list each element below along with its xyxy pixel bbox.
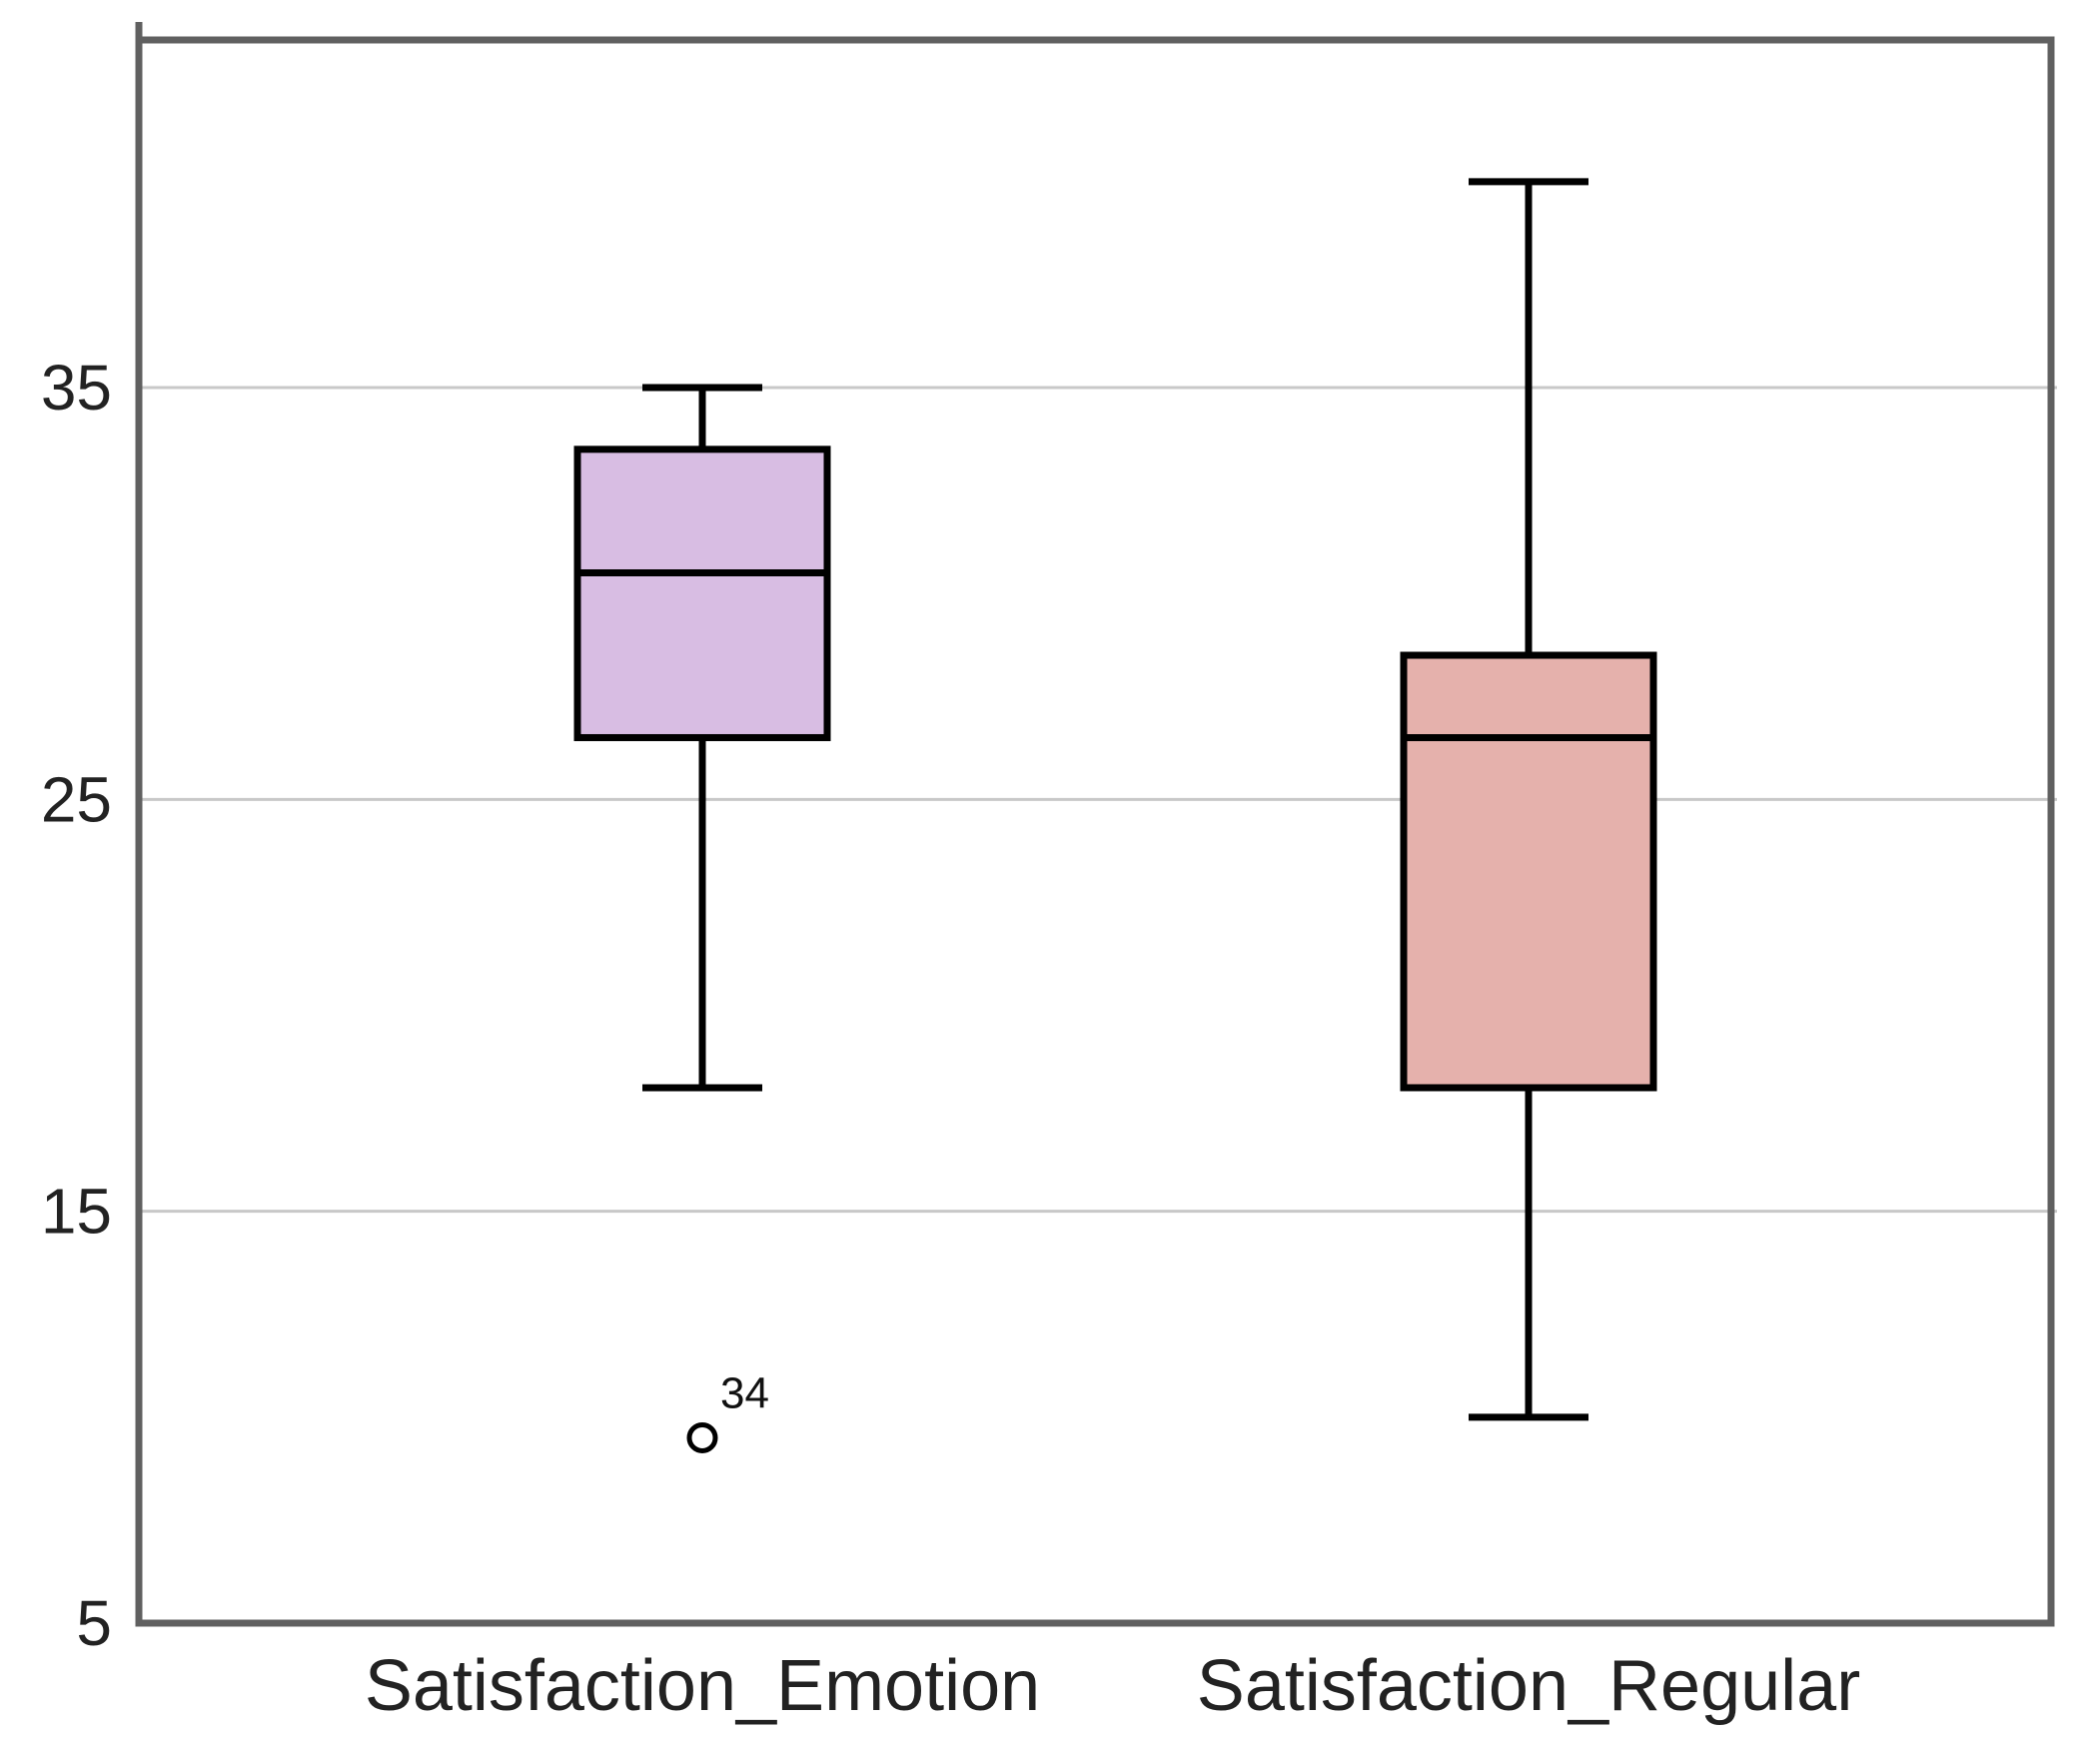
grid-lines (139, 386, 2057, 1214)
plot-frame (135, 36, 2055, 1627)
x-axis-categories: Satisfaction_Emotion Satisfaction_Regular (365, 1646, 1860, 1726)
y-axis-ticks: 5 15 25 35 (41, 352, 112, 1659)
outlier-label: 34 (720, 1368, 769, 1417)
y-tick-label: 15 (41, 1176, 112, 1248)
boxes: 34 (573, 178, 1657, 1453)
y-tick-label: 35 (41, 352, 112, 424)
x-category-label: Satisfaction_Emotion (365, 1646, 1040, 1726)
box-satisfaction-regular (1400, 178, 1657, 1421)
x-category-label: Satisfaction_Regular (1197, 1646, 1860, 1726)
y-tick-label: 5 (76, 1587, 112, 1659)
iqr-box (573, 445, 831, 741)
box-satisfaction-emotion: 34 (573, 384, 831, 1453)
iqr-box (1400, 651, 1657, 1092)
y-tick-label: 25 (41, 763, 112, 835)
outlier-point (686, 1421, 718, 1453)
